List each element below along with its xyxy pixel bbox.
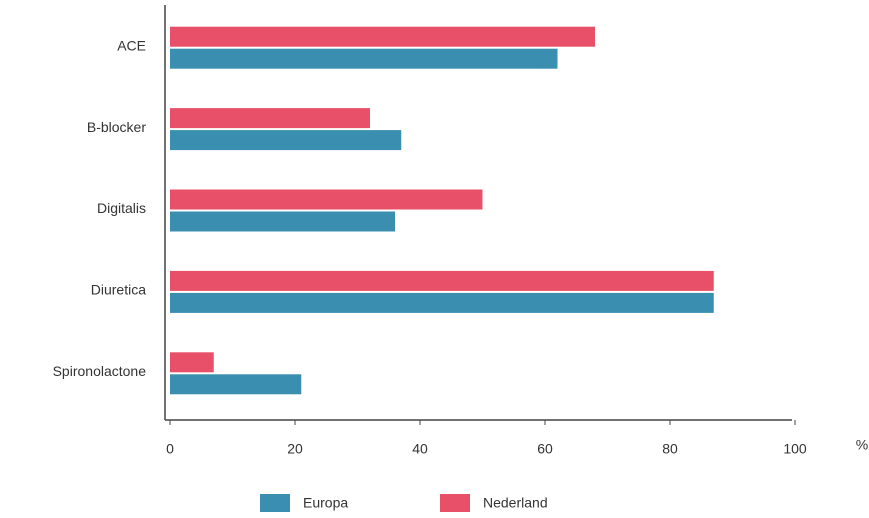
legend-swatch: [440, 494, 470, 512]
legend-swatch: [260, 494, 290, 512]
bar: [170, 48, 558, 69]
y-tick-label: Digitalis: [97, 200, 146, 216]
bar: [170, 108, 370, 129]
y-tick-label: Spironolactone: [53, 363, 147, 379]
x-tick-label: 60: [537, 441, 553, 457]
y-tick-label: B-blocker: [87, 119, 146, 135]
bar: [170, 189, 483, 210]
y-tick-label: Diuretica: [91, 282, 146, 298]
bar: [170, 130, 402, 151]
x-tick-label: 0: [166, 441, 174, 457]
bar: [170, 270, 714, 291]
bar: [170, 211, 395, 232]
legend-label: Nederland: [483, 495, 548, 511]
bar: [170, 292, 714, 313]
bar: [170, 352, 214, 373]
x-tick-label: 40: [412, 441, 428, 457]
x-axis-label: %: [856, 437, 868, 453]
x-tick-label: 100: [783, 441, 807, 457]
legend-label: Europa: [303, 495, 348, 511]
bar: [170, 374, 302, 395]
x-tick-label: 80: [662, 441, 678, 457]
x-tick-label: 20: [287, 441, 303, 457]
y-tick-label: ACE: [117, 37, 146, 53]
bar: [170, 26, 595, 47]
